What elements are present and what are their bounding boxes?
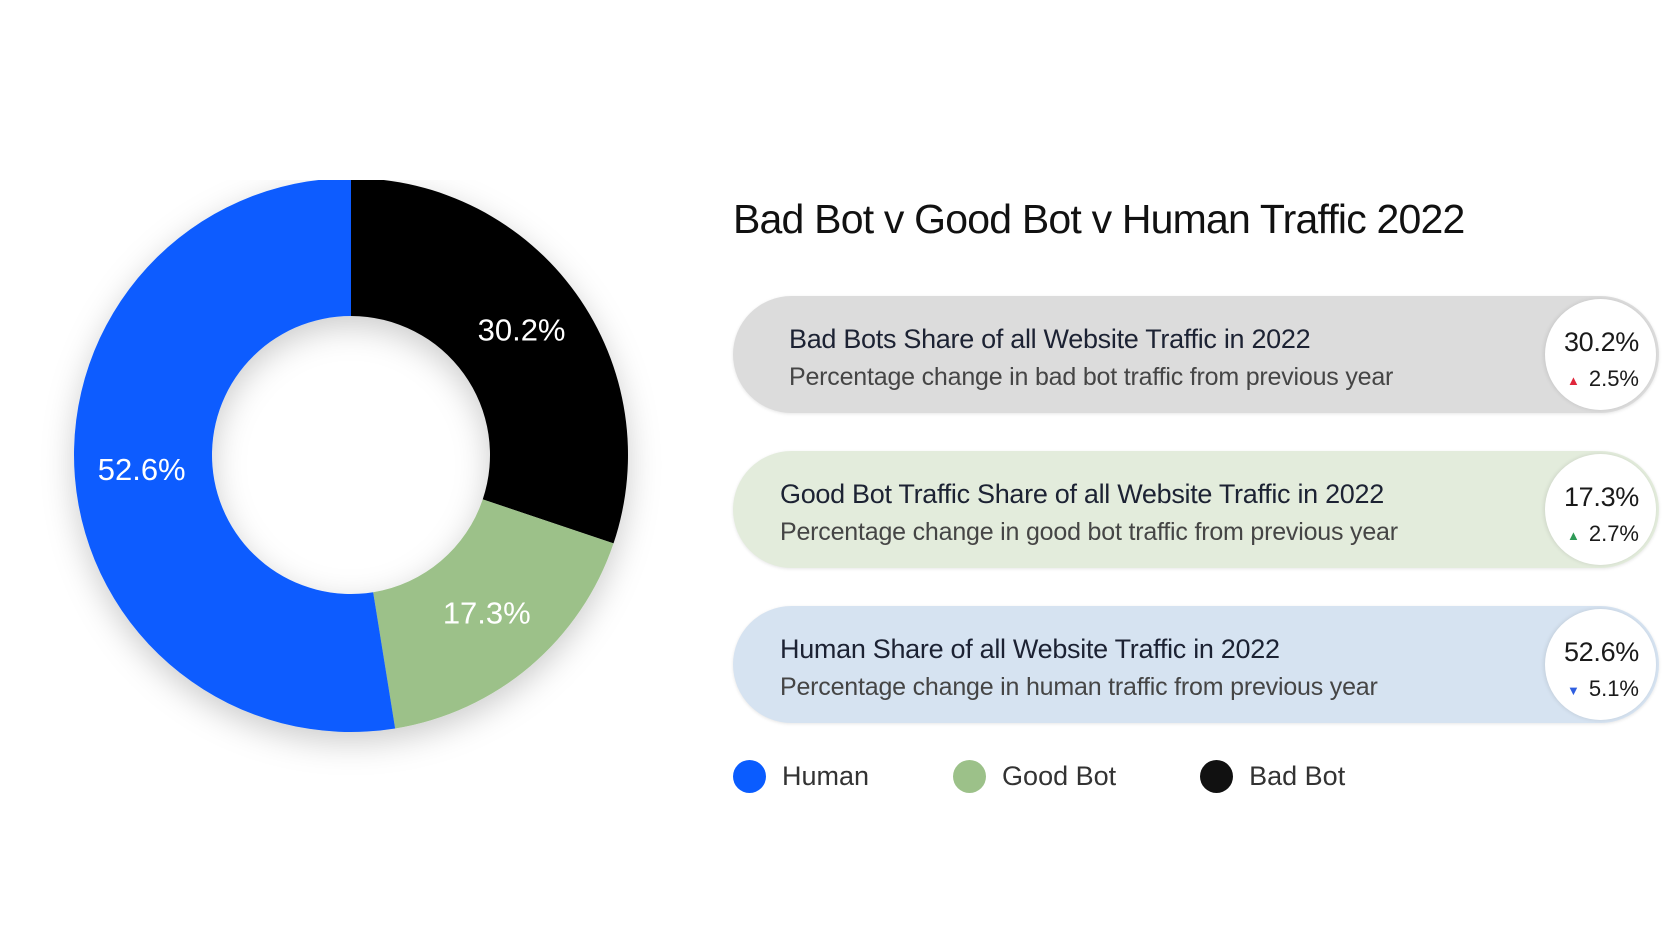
donut-slice-human <box>74 180 396 732</box>
change-value: 2.7% <box>1588 521 1639 546</box>
chart-legend: Human Good Bot Bad Bot <box>733 760 1429 793</box>
chart-title: Bad Bot v Good Bot v Human Traffic 2022 <box>733 196 1465 242</box>
card-human: Human Share of all Website Traffic in 20… <box>733 606 1659 723</box>
slice-label-good-bot: 17.3% <box>443 595 531 630</box>
badge-value: 52.6% <box>1563 637 1639 667</box>
change-value: 5.1% <box>1588 676 1639 701</box>
slice-label-bad-bot: 30.2% <box>478 313 566 348</box>
donut-slice-bad-bot <box>351 180 628 544</box>
donut-chart: 30.2% 17.3% 52.6% <box>74 180 628 732</box>
legend-label: Good Bot <box>1002 761 1117 791</box>
value-badge: 52.6% ▼ 5.1% <box>1545 609 1656 720</box>
legend-item-good-bot: Good Bot <box>953 760 1116 793</box>
badge-change: ▲ 2.5% <box>1545 366 1639 392</box>
legend-dot-icon <box>953 760 987 793</box>
legend-item-human: Human <box>733 760 869 793</box>
badge-value: 17.3% <box>1563 482 1639 512</box>
donut-slice-good-bot <box>373 499 614 729</box>
card-good-bots: Good Bot Traffic Share of all Website Tr… <box>733 451 1659 568</box>
legend-label: Human <box>782 761 870 791</box>
legend-dot-icon <box>733 760 766 793</box>
card-bad-bots: Bad Bots Share of all Website Traffic in… <box>733 296 1659 413</box>
card-subtitle: Percentage change in human traffic from … <box>780 673 1378 701</box>
badge-change: ▼ 5.1% <box>1545 676 1639 702</box>
value-badge: 17.3% ▲ 2.7% <box>1545 454 1656 565</box>
card-subtitle: Percentage change in bad bot traffic fro… <box>789 363 1394 391</box>
legend-label: Bad Bot <box>1249 761 1346 791</box>
legend-dot-icon <box>1200 760 1234 793</box>
value-badge: 30.2% ▲ 2.5% <box>1545 299 1656 410</box>
arrow-up-icon: ▲ <box>1566 372 1580 388</box>
card-heading: Bad Bots Share of all Website Traffic in… <box>789 324 1311 354</box>
arrow-up-icon: ▲ <box>1566 527 1580 543</box>
card-subtitle: Percentage change in good bot traffic fr… <box>780 518 1398 546</box>
arrow-down-icon: ▼ <box>1566 682 1580 698</box>
card-heading: Good Bot Traffic Share of all Website Tr… <box>780 479 1384 509</box>
badge-change: ▲ 2.7% <box>1545 521 1639 547</box>
slice-label-human: 52.6% <box>98 452 186 487</box>
legend-item-bad-bot: Bad Bot <box>1200 760 1345 793</box>
card-heading: Human Share of all Website Traffic in 20… <box>780 634 1280 664</box>
change-value: 2.5% <box>1588 366 1639 391</box>
badge-value: 30.2% <box>1563 327 1639 357</box>
